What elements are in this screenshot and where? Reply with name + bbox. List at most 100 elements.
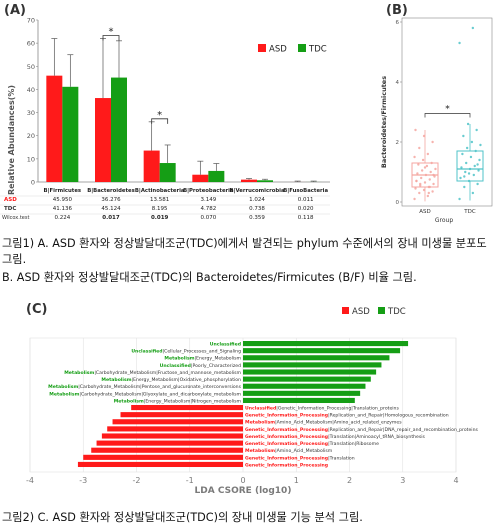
lda-label-part: |Poorly_Characterized	[191, 363, 241, 369]
value-asd: 3.149	[200, 197, 216, 203]
value-tdc: 4.782	[200, 206, 216, 212]
lda-bar-asd	[112, 419, 243, 425]
bar-tdc	[159, 163, 176, 182]
lda-bar-label: Metabolism|Amino_Acid_Metabolism|Amino_a…	[245, 420, 402, 426]
lda-label-part: Genetic_Information_Processing	[245, 427, 328, 433]
x-tick-label: 2	[347, 476, 352, 485]
category-label: B|Actinobacteria	[135, 188, 185, 194]
wilcox-value: 0.017	[102, 215, 120, 221]
data-point-tdc	[476, 163, 479, 166]
bar-tdc	[111, 77, 127, 182]
lda-label-part: Genetic_Information_Processing	[245, 462, 328, 468]
y-tick-label: 0	[396, 200, 400, 206]
panel-a-y-axis: 0 10 20 30 40 50 60 70	[27, 17, 330, 187]
lda-bar-label: Metabolism|Carbohydrate_Metabolism|Glyox…	[49, 391, 241, 397]
legend-label-tdc: TDC	[308, 45, 327, 55]
data-point-tdc	[475, 128, 478, 132]
significance-bracket	[424, 113, 471, 118]
legend-label-asd: ASD	[352, 307, 370, 317]
category-label: B|FusoBacteria	[283, 188, 328, 194]
lda-bar-tdc	[243, 369, 377, 375]
value-tdc: 45.124	[101, 206, 121, 212]
data-point-tdc	[479, 143, 482, 147]
data-point-asd	[421, 158, 425, 162]
bar-tdc	[208, 170, 225, 182]
data-point-asd	[416, 172, 419, 175]
x-tick-label: 3	[400, 476, 405, 485]
lda-label-part: |Homologous_recombination	[383, 413, 449, 419]
panel-b-xlabel: Group	[435, 217, 453, 224]
lda-bar-label: Unclassified|Cellular_Processes_and_Sign…	[131, 349, 241, 355]
y-tick-label: 30	[27, 109, 35, 117]
lda-bar-tdc	[243, 397, 355, 404]
lda-label-part: Metabolism	[64, 370, 94, 376]
data-point-asd	[419, 182, 422, 186]
lda-bar-tdc	[243, 341, 409, 347]
value-tdc: 0.738	[249, 206, 265, 212]
lda-label-part: |Genetic_Information_Processing	[276, 406, 351, 412]
value-asd: 13.581	[150, 197, 169, 203]
lda-label-part: Metabolism	[101, 377, 131, 383]
data-point-tdc	[463, 185, 466, 189]
lda-label-part: |Nitrogen_metabolism	[190, 398, 241, 404]
wilcox-value: 0.070	[200, 215, 216, 221]
data-point-asd	[429, 170, 432, 174]
lda-bar-label: Metabolism|Carbohydrate_Metabolism|Fruct…	[64, 370, 241, 376]
value-asd: 0.011	[298, 197, 314, 203]
panel-b-plot: 0 2 4 6 ASD TDC *	[396, 17, 493, 215]
data-point-tdc	[471, 191, 475, 195]
y-tick-label: 10	[27, 155, 35, 163]
panel-c-label: (C)	[26, 302, 47, 317]
lda-bar-tdc	[243, 355, 390, 361]
x-tick-label: 1	[294, 476, 299, 485]
lda-label-part: Metabolism	[48, 384, 78, 390]
data-point-tdc	[467, 172, 471, 175]
panel-a-legend: ASD TDC	[258, 44, 327, 55]
data-point-asd	[422, 188, 426, 192]
data-point-asd	[424, 173, 428, 177]
lda-bar-label: Genetic_Information_Processing|Replicati…	[245, 427, 478, 433]
row-label-wilcox: Wilcox.test	[2, 215, 29, 221]
x-tick-label: ASD	[419, 209, 431, 215]
lda-bar-asd	[91, 447, 243, 453]
row-label-asd: ASD	[4, 197, 17, 203]
bar-asd	[46, 75, 63, 182]
data-point-asd	[426, 152, 430, 156]
lda-bar-label: Metabolism|Energy_Metabolism|Oxidative_p…	[101, 377, 241, 383]
lda-bar-label: Genetic_Information_Processing|Translati…	[245, 455, 355, 461]
data-point-asd	[423, 166, 427, 169]
value-asd: 36.276	[101, 197, 121, 203]
data-point-asd	[423, 181, 427, 184]
data-point-asd	[417, 163, 420, 166]
lda-bar-tdc	[243, 376, 371, 382]
data-point-asd	[427, 191, 430, 195]
category-label: B|Bacteroidetes	[87, 188, 135, 194]
data-point-asd	[414, 187, 417, 190]
data-point-asd	[431, 140, 434, 144]
lda-label-part: Genetic_Information_Processing	[245, 434, 328, 440]
x-tick-label: 4	[453, 476, 458, 485]
data-point-tdc	[473, 164, 476, 168]
legend-swatch-tdc	[378, 307, 385, 314]
lda-label-part: |Replication_and_Repair	[328, 427, 383, 433]
x-tick-label: 0	[240, 476, 245, 485]
lda-bar-label: Unclassified|Genetic_Information_Process…	[245, 406, 399, 412]
panel-a-bar-chart: (A) ASD TDC Relative Abundances(%) 0 10 20 3…	[0, 3, 330, 221]
lda-label-part: |Fructose_and_mannose_metabolism	[156, 370, 241, 376]
wilcox-value: 0.118	[298, 215, 314, 221]
lda-bar-label: Metabolism|Energy_Metabolism|Nitrogen_me…	[114, 398, 242, 404]
value-tdc: 8.195	[152, 206, 168, 212]
lda-label-part: |Amino_Acid_Metabolism	[275, 420, 333, 426]
y-tick-label: 40	[27, 86, 35, 94]
lda-label-part: Unclassified	[131, 349, 162, 355]
significance-mark: *	[157, 110, 162, 121]
value-tdc: 41.136	[53, 206, 73, 212]
lda-label-part: Unclassified	[245, 406, 276, 412]
value-tdc: 0.020	[298, 206, 314, 212]
y-tick-label: 60	[27, 40, 35, 48]
panel-a-table: ASD TDC Wilcox.test B|Firmicutes 45.950 41.13…	[0, 188, 330, 221]
legend-label-asd: ASD	[269, 45, 287, 55]
panel-c-lda-chart: (C) ASD TDC -4 -3 -2 -1 0 1 2 3 4UnclassifiedUncl…	[26, 302, 478, 496]
lda-bar-label: Genetic_Information_Processing|Replicati…	[245, 413, 449, 419]
lda-label-part: |Aminoacyl_tRNA_biosynthesis	[355, 434, 426, 440]
